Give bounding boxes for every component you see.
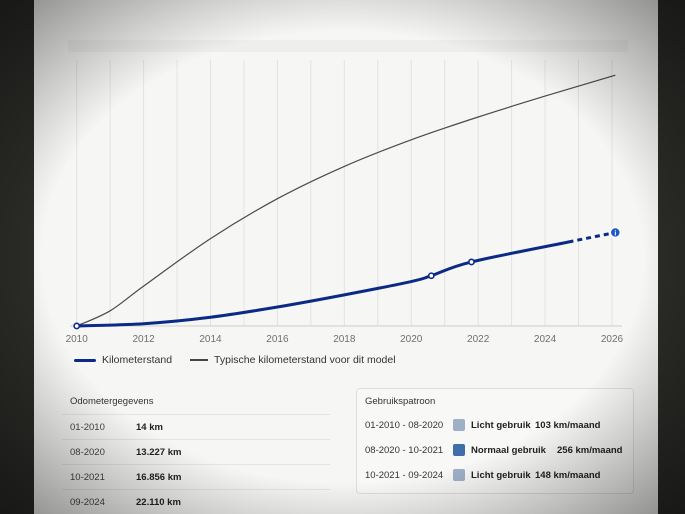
usage-rate: 148 km/maand [535, 469, 601, 481]
table-row: 10-2021 16.856 km [62, 464, 330, 489]
usage-period: 10-2021 - 09-2024 [365, 469, 444, 481]
usage-period: 08-2020 - 10-2021 [365, 444, 444, 456]
series-line-kilometerstand [75, 240, 570, 328]
odometer-date: 09-2024 [70, 496, 105, 508]
usage-color-box [453, 444, 465, 456]
odometer-km: 22.110 km [136, 496, 181, 508]
legend-swatch-typisch [190, 359, 209, 361]
odometer-km: 16.856 km [136, 471, 182, 483]
legend-swatch-kilometerstand [74, 358, 96, 362]
usage-color-box [453, 469, 465, 481]
x-tick-label: 2014 [199, 334, 222, 345]
legend-label-kilometerstand: Kilometerstand [102, 354, 173, 366]
legend-label-typisch: Typische kilometerstand voor dit model [214, 354, 396, 366]
mileage-chart-svg: 2010 2012 2014 2016 2018 2020 2022 2024 2026 i [66, 60, 624, 345]
odometer-km: 13.227 km [136, 446, 182, 458]
data-point [73, 322, 81, 330]
usage-label: Licht gebruik [471, 419, 531, 431]
usage-row: 08-2020 - 10-2021 Normaal gebruik 256 km… [365, 441, 627, 459]
usage-row: 01-2010 - 08-2020 Licht gebruik 103 km/m… [365, 416, 627, 434]
odometer-date: 10-2021 [70, 471, 105, 483]
usage-label: Normaal gebruik [471, 444, 546, 456]
table-row: 08-2020 13.227 km [62, 439, 330, 464]
usage-title: Gebruikspatroon [365, 396, 436, 407]
table-row: 09-2024 22.110 km [62, 489, 330, 514]
x-tick-label: 2022 [467, 334, 490, 345]
series-projection-kilometerstand [568, 231, 616, 244]
odometer-date: 08-2020 [70, 446, 105, 458]
table-row: 01-2010 14 km [62, 414, 330, 439]
x-tick-label: 2026 [601, 334, 624, 345]
odometer-table: Odometergegevens 01-2010 14 km 08-2020 1… [62, 388, 330, 514]
usage-rate: 103 km/maand [535, 419, 601, 431]
odometer-title: Odometergegevens [70, 396, 154, 407]
usage-rate: 256 km/maand [557, 444, 623, 456]
chart-legend: Kilometerstand Typische kilometerstand v… [74, 354, 396, 366]
usage-label: Licht gebruik [471, 469, 531, 481]
odometer-km: 14 km [136, 421, 163, 433]
legend-item-typisch[interactable]: Typische kilometerstand voor dit model [190, 354, 396, 366]
usage-period: 01-2010 - 08-2020 [365, 419, 444, 431]
odometer-date: 01-2010 [70, 421, 105, 433]
usage-row: 10-2021 - 09-2024 Licht gebruik 148 km/m… [365, 466, 627, 484]
data-point [427, 272, 435, 280]
x-tick-label: 2020 [400, 334, 423, 345]
usage-pattern-card: Gebruikspatroon 01-2010 - 08-2020 Licht … [356, 388, 634, 494]
info-icon-glyph: i [614, 231, 616, 238]
legend-item-kilometerstand[interactable]: Kilometerstand [74, 354, 172, 366]
x-tick-label: 2012 [132, 334, 155, 345]
data-point [468, 258, 475, 266]
series-line-typisch [76, 74, 616, 327]
x-tick-label: 2018 [333, 334, 356, 345]
usage-color-box [453, 419, 465, 431]
mileage-chart: 2010 2012 2014 2016 2018 2020 2022 2024 2026 i [66, 60, 624, 345]
x-tick-label: 2024 [534, 334, 557, 345]
x-tick-label: 2010 [66, 334, 89, 345]
header-bar [68, 40, 628, 52]
x-tick-label: 2016 [266, 334, 289, 345]
info-icon [609, 226, 622, 239]
